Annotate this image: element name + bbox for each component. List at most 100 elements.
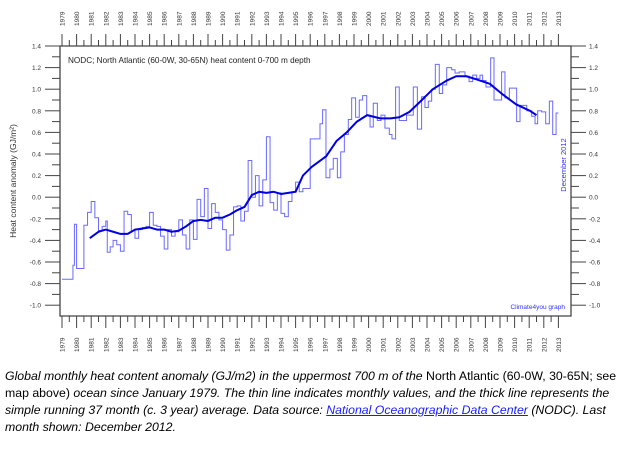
x-tick-label-top: 1983 [118, 11, 125, 26]
x-tick-label-bottom: 1989 [206, 337, 213, 352]
x-tick-label-bottom: 1999 [352, 337, 359, 352]
x-tick-label-top: 1986 [162, 11, 169, 26]
y-tick-label-right: 0.6 [589, 130, 598, 137]
y-tick-label-left: -0.4 [30, 238, 42, 245]
x-tick-label-top: 2001 [381, 11, 388, 26]
x-tick-label-bottom: 2000 [366, 337, 373, 352]
running-mean-line [89, 75, 538, 240]
x-tick-label-top: 2012 [541, 11, 548, 26]
x-tick-label-bottom: 2007 [468, 337, 475, 352]
y-tick-label-left: -0.6 [30, 260, 42, 267]
x-tick-label-top: 1996 [308, 11, 315, 26]
x-tick-label-bottom: 2008 [483, 337, 490, 352]
x-tick-label-top: 1984 [133, 11, 140, 26]
x-tick-label-top: 1987 [176, 11, 183, 26]
x-tick-label-bottom: 1992 [249, 337, 256, 352]
x-tick-label-bottom: 2011 [527, 338, 534, 352]
x-tick-label-top: 1985 [147, 11, 154, 26]
y-tick-label-left: 0.4 [32, 152, 41, 159]
y-tick-label-left: -1.0 [30, 303, 42, 310]
x-tick-label-top: 2008 [483, 11, 490, 26]
x-tick-label-bottom: 2003 [410, 337, 417, 352]
x-tick-label-top: 1990 [220, 11, 227, 26]
caption-text-3: ocean since January 1979. The thin line … [5, 386, 610, 417]
y-tick-label-left: 0.8 [32, 108, 41, 115]
last-month-label: December 2012 [559, 138, 568, 191]
y-tick-label-left: 1.0 [32, 87, 41, 94]
x-tick-label-top: 1980 [74, 11, 81, 26]
x-tick-label-bottom: 2013 [556, 337, 563, 352]
x-tick-label-top: 1979 [60, 11, 67, 26]
x-tick-label-bottom: 1982 [103, 337, 110, 352]
x-tick-label-bottom: 1979 [60, 337, 67, 352]
chart-title: NODC; North Atlantic (60-0W, 30-65N) hea… [68, 56, 311, 65]
y-tick-label-right: -0.8 [589, 281, 601, 288]
x-tick-label-bottom: 1981 [89, 337, 96, 352]
y-tick-label-right: 0.0 [589, 195, 598, 202]
x-tick-label-bottom: 2001 [381, 337, 388, 352]
x-tick-label-bottom: 1995 [293, 337, 300, 352]
caption-text-1: Global monthly heat content anomaly (GJ/… [5, 369, 423, 383]
x-tick-label-bottom: 1988 [191, 337, 198, 352]
x-tick-label-top: 2000 [366, 11, 373, 26]
y-tick-label-left: 0.6 [32, 130, 41, 137]
y-tick-label-right: 0.8 [589, 108, 598, 115]
x-tick-label-top: 1995 [293, 11, 300, 26]
x-tick-label-top: 1991 [235, 11, 242, 26]
x-tick-label-bottom: 1980 [74, 337, 81, 352]
y-tick-label-right: 1.0 [589, 87, 598, 94]
x-tick-label-bottom: 1996 [308, 337, 315, 352]
x-tick-label-top: 1994 [279, 11, 286, 26]
y-tick-label-right: 0.4 [589, 152, 598, 159]
caption-text-4: (NODC). Last month shown: December 2012. [5, 403, 606, 434]
x-tick-label-top: 1981 [89, 11, 96, 26]
y-axis-label: Heat content anomaly (GJ/m²) [8, 124, 18, 238]
y-tick-label-right: -1.0 [589, 303, 601, 310]
y-tick-label-left: -0.2 [30, 216, 42, 223]
y-tick-label-left: 0.0 [32, 195, 41, 202]
y-tick-label-right: 0.2 [589, 173, 598, 180]
x-tick-label-top: 2002 [395, 11, 402, 26]
x-tick-label-bottom: 1990 [220, 337, 227, 352]
x-tick-label-bottom: 1987 [176, 337, 183, 352]
x-tick-label-bottom: 2012 [541, 337, 548, 352]
x-tick-label-bottom: 2006 [454, 337, 461, 352]
y-tick-label-left: 0.2 [32, 173, 41, 180]
y-tick-label-right: -0.4 [589, 238, 601, 245]
x-tick-label-bottom: 2004 [425, 337, 432, 352]
x-tick-label-bottom: 2005 [439, 337, 446, 352]
x-tick-label-top: 2003 [410, 11, 417, 26]
x-tick-label-top: 1988 [191, 11, 198, 26]
y-tick-label-right: -0.2 [589, 216, 601, 223]
y-tick-label-left: -0.8 [30, 281, 42, 288]
x-tick-label-top: 1993 [264, 11, 271, 26]
x-tick-label-bottom: 1994 [279, 337, 286, 352]
x-tick-label-top: 1989 [206, 11, 213, 26]
x-tick-label-top: 1992 [249, 11, 256, 26]
y-tick-label-right: 1.4 [589, 44, 598, 51]
x-tick-label-bottom: 1984 [133, 337, 140, 352]
x-tick-label-top: 2010 [512, 11, 519, 26]
x-tick-label-bottom: 1991 [235, 337, 242, 352]
x-tick-label-top: 2013 [556, 11, 563, 26]
x-tick-label-top: 1982 [103, 11, 110, 26]
y-tick-label-left: 1.4 [32, 44, 41, 51]
x-tick-label-bottom: 2009 [498, 337, 505, 352]
x-tick-label-top: 1998 [337, 11, 344, 26]
x-tick-label-bottom: 1986 [162, 337, 169, 352]
x-tick-label-bottom: 1998 [337, 337, 344, 352]
nodc-link[interactable]: National Oceanographic Data Center [326, 403, 528, 417]
x-tick-label-bottom: 1997 [322, 337, 329, 352]
x-tick-label-top: 2005 [439, 11, 446, 26]
credit-label: Climate4you graph [510, 304, 565, 311]
x-tick-label-top: 1997 [322, 11, 329, 26]
heat-content-chart: 1.4 1.4 1.2 1.2 1.0 1.0 0.8 0.8 0.6 0.6 0.4 0.4 0.2 0… [8, 11, 601, 352]
x-tick-label-bottom: 2002 [395, 337, 402, 352]
y-tick-label-left: 1.2 [32, 65, 41, 72]
x-tick-label-bottom: 1985 [147, 337, 154, 352]
x-tick-label-top: 2007 [468, 11, 475, 26]
x-tick-label-bottom: 2010 [512, 337, 519, 352]
x-tick-label-top: 2006 [454, 11, 461, 26]
figure-caption: Global monthly heat content anomaly (GJ/… [5, 368, 620, 436]
x-tick-label-top: 2011 [527, 12, 534, 26]
